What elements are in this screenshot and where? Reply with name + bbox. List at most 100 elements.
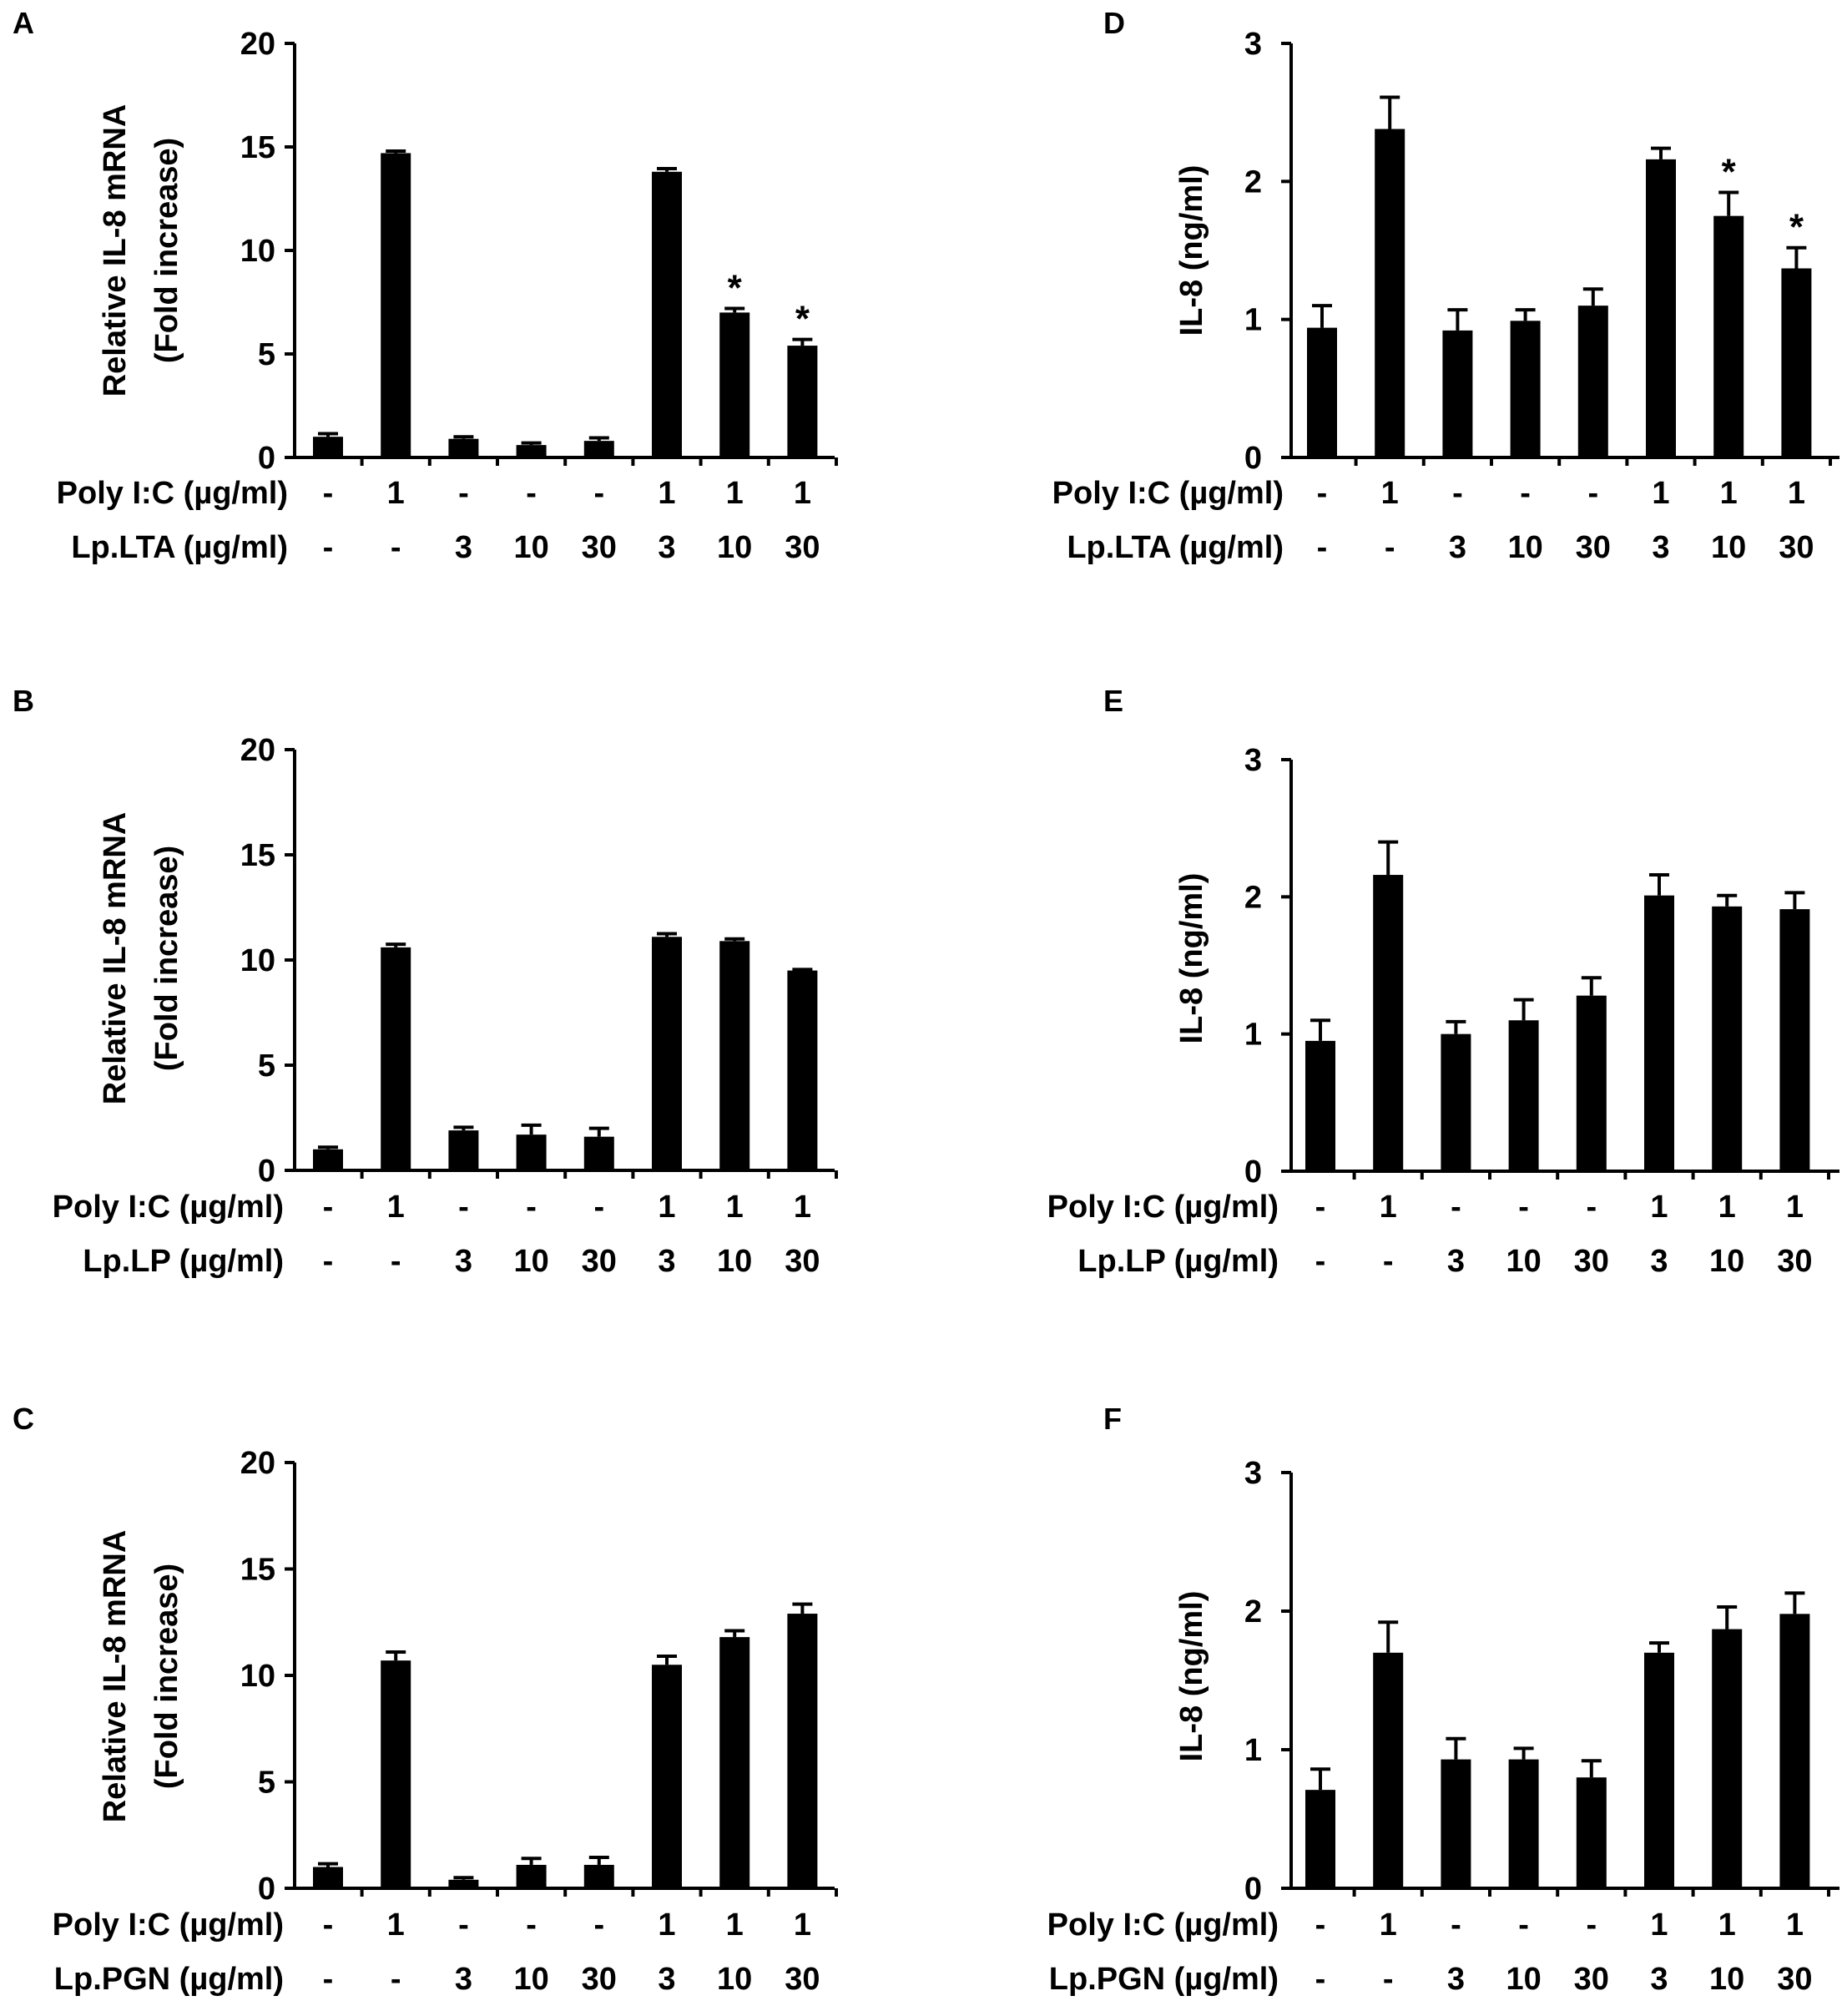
y-axis-label-sub: (Fold increase) <box>149 1564 184 1789</box>
bar <box>1712 906 1743 1171</box>
y-tick-label: 0 <box>1244 1155 1262 1190</box>
y-tick-label: 0 <box>258 1872 275 1907</box>
panel-letter: E <box>1103 684 1123 718</box>
row-value-poly-ic: 1 <box>1650 1907 1668 1943</box>
row-value-poly-ic: - <box>593 476 604 511</box>
y-tick-label: 1 <box>1244 1018 1262 1053</box>
row-value-poly-ic: - <box>323 1907 334 1943</box>
y-tick-label: 1 <box>1244 303 1262 338</box>
row-value-poly-ic: - <box>593 1190 604 1225</box>
y-tick-label: 20 <box>240 1446 275 1481</box>
bar <box>719 1637 750 1888</box>
row-value-treatment: - <box>391 1244 401 1279</box>
bar <box>1508 1759 1539 1888</box>
bar <box>1441 1033 1471 1171</box>
bar <box>448 438 479 457</box>
y-tick-label: 0 <box>1244 1872 1262 1907</box>
row-value-poly-ic: 1 <box>726 1190 744 1225</box>
bar <box>1375 129 1405 458</box>
bar <box>583 1136 614 1170</box>
row-value-treatment: 10 <box>513 1244 548 1279</box>
row-value-poly-ic: 1 <box>658 476 675 511</box>
bar <box>1508 1020 1539 1171</box>
y-axis-label-sub: (Fold increase) <box>149 138 184 363</box>
row-label-poly-ic: Poly I:C (µg/ml) <box>53 1190 284 1225</box>
bar <box>719 941 750 1170</box>
y-axis-label: IL-8 (ng/ml) <box>1174 165 1209 336</box>
row-value-treatment: - <box>323 530 334 565</box>
y-tick-label: 15 <box>240 838 275 873</box>
panel-letter: C <box>13 1402 34 1436</box>
row-value-poly-ic: 1 <box>1381 476 1399 511</box>
row-value-poly-ic: 1 <box>1718 1907 1736 1943</box>
y-tick-label: 3 <box>1244 1456 1262 1491</box>
row-value-poly-ic: 1 <box>387 1907 405 1943</box>
y-axis-label: Relative IL-8 mRNA <box>98 812 133 1105</box>
y-axis-label: IL-8 (ng/ml) <box>1174 1591 1209 1762</box>
row-value-poly-ic: - <box>1518 1190 1529 1225</box>
row-label-treatment: Lp.LP (µg/ml) <box>83 1244 284 1279</box>
y-tick-label: 20 <box>240 27 275 62</box>
bar <box>787 346 818 457</box>
bar <box>1305 1040 1335 1171</box>
bar <box>1712 1629 1743 1888</box>
row-value-poly-ic: 1 <box>387 476 405 511</box>
panel-letter: D <box>1103 6 1125 40</box>
row-value-treatment: 30 <box>582 1244 617 1279</box>
y-axis-label: IL-8 (ng/ml) <box>1174 873 1209 1044</box>
row-value-poly-ic: 1 <box>1650 1190 1668 1225</box>
bar <box>1373 1652 1404 1888</box>
row-value-poly-ic: - <box>1586 1190 1597 1225</box>
row-label-poly-ic: Poly I:C (µg/ml) <box>53 1907 284 1943</box>
y-tick-label: 2 <box>1244 164 1262 200</box>
y-tick-label: 0 <box>258 441 275 476</box>
row-value-treatment: 10 <box>1507 530 1542 565</box>
row-label-poly-ic: Poly I:C (µg/ml) <box>57 476 288 511</box>
row-label-treatment: Lp.PGN (µg/ml) <box>54 1962 284 1997</box>
row-value-treatment: 10 <box>717 530 752 565</box>
row-value-treatment: 10 <box>1709 1962 1744 1997</box>
row-value-treatment: 30 <box>1574 1244 1609 1279</box>
bar <box>448 1130 479 1170</box>
y-tick-label: 10 <box>240 234 275 269</box>
row-value-poly-ic: - <box>1315 1907 1326 1943</box>
significance-marker: * <box>1789 207 1804 248</box>
row-value-treatment: 3 <box>455 1244 472 1279</box>
y-tick-label: 2 <box>1244 1594 1262 1629</box>
y-tick-label: 3 <box>1244 743 1262 778</box>
y-axis-label: Relative IL-8 mRNA <box>98 104 133 397</box>
row-value-poly-ic: - <box>458 476 469 511</box>
y-tick-label: 3 <box>1244 27 1262 62</box>
bar <box>313 437 343 457</box>
row-value-treatment: 30 <box>785 1244 820 1279</box>
row-value-treatment: 3 <box>658 530 675 565</box>
row-label-poly-ic: Poly I:C (µg/ml) <box>1052 476 1284 511</box>
row-value-poly-ic: 1 <box>1380 1190 1397 1225</box>
row-value-poly-ic: - <box>526 476 537 511</box>
row-value-treatment: 3 <box>1650 1244 1668 1279</box>
row-value-treatment: 30 <box>785 530 820 565</box>
bar <box>381 947 411 1170</box>
panel-letter: A <box>13 6 34 40</box>
bar <box>1576 995 1607 1171</box>
y-tick-label: 0 <box>258 1154 275 1189</box>
row-value-poly-ic: 1 <box>794 476 811 511</box>
bar <box>583 441 614 457</box>
row-value-treatment: - <box>323 1244 334 1279</box>
row-value-treatment: 3 <box>1652 530 1669 565</box>
bar <box>1646 159 1676 457</box>
bar <box>1442 330 1473 457</box>
significance-marker: * <box>795 299 810 340</box>
row-value-treatment: 10 <box>717 1244 752 1279</box>
row-value-treatment: 10 <box>717 1962 752 1997</box>
row-label-poly-ic: Poly I:C (µg/ml) <box>1047 1190 1279 1225</box>
bar <box>1779 909 1810 1171</box>
row-value-poly-ic: - <box>1586 1907 1597 1943</box>
y-tick-label: 15 <box>240 1553 275 1588</box>
row-value-treatment: 10 <box>1506 1962 1541 1997</box>
row-value-treatment: 10 <box>1506 1244 1541 1279</box>
bar <box>313 1867 343 1888</box>
row-value-poly-ic: 1 <box>1652 476 1669 511</box>
row-value-poly-ic: 1 <box>1788 476 1805 511</box>
